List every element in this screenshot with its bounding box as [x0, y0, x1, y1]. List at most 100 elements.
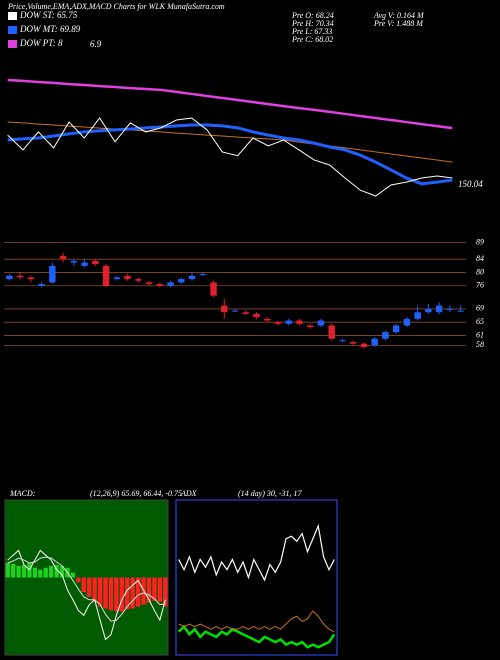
histogram-bar	[32, 567, 38, 578]
histogram-bar	[16, 565, 21, 578]
candle-body	[188, 275, 196, 280]
histogram-bar	[135, 577, 141, 607]
candle-body	[296, 320, 303, 324]
line-series	[178, 523, 335, 582]
legend-swatch	[8, 12, 17, 20]
y-tick-label: 69	[476, 304, 484, 313]
histogram-bar	[76, 577, 81, 583]
candle-body	[425, 308, 432, 313]
candle-body	[210, 282, 217, 296]
y-tick-label: 61	[476, 330, 484, 339]
histogram-bar	[5, 562, 10, 578]
panel-subtitle: (12,26,9) 65.69, 66.44, -0.75	[90, 489, 182, 498]
candle-body	[242, 312, 249, 314]
line-series	[7, 117, 453, 197]
candle-body	[59, 255, 67, 260]
candle-body	[178, 279, 185, 283]
candle-body	[328, 325, 335, 339]
candle-body	[414, 312, 421, 319]
candle-body	[135, 279, 142, 281]
y-tick-label: 89	[476, 237, 484, 246]
histogram-bar	[10, 563, 16, 578]
y-tick-label: 76	[476, 281, 484, 290]
candle-body	[371, 338, 378, 346]
histogram-bar	[49, 565, 54, 578]
candle-body	[167, 282, 174, 286]
candle-body	[199, 274, 206, 276]
candle-body	[392, 325, 400, 333]
histogram-bar	[70, 572, 76, 578]
candle-body	[102, 265, 110, 286]
stat: Avg V: 0.164 M	[373, 11, 425, 20]
panel	[175, 499, 338, 656]
y-tick-label: 84	[476, 254, 484, 263]
candle-body	[70, 260, 78, 263]
candle-body	[156, 284, 164, 286]
histogram-bar	[130, 577, 135, 609]
histogram-bar	[108, 577, 114, 611]
panel-subtitle: (14 day) 30, -31, 17	[238, 489, 303, 498]
candle-body	[113, 277, 121, 280]
histogram-bar	[21, 564, 27, 578]
candle-body	[145, 282, 153, 285]
candle-body	[382, 332, 389, 339]
candle-body	[457, 310, 464, 312]
candle-body	[38, 284, 45, 286]
histogram-bar	[152, 577, 157, 601]
candle-body	[221, 305, 228, 313]
histogram-bar	[87, 577, 92, 597]
candle-body	[16, 275, 24, 278]
y-tick-label: 58	[476, 340, 484, 349]
stat: Pre O: 68.24	[291, 11, 334, 20]
candle-body	[49, 265, 56, 283]
line-series	[177, 624, 336, 649]
panel-title: MACD:	[9, 489, 36, 498]
candle-body	[435, 305, 443, 313]
candle-body	[81, 262, 88, 266]
histogram-bar	[157, 577, 163, 602]
histogram-bar	[114, 577, 119, 612]
histogram-bar	[103, 577, 108, 609]
histogram-bar	[146, 577, 152, 603]
line-series	[7, 556, 166, 622]
candle-body	[349, 342, 357, 344]
histogram-bar	[43, 567, 48, 578]
candle-body	[253, 313, 260, 318]
legend-label: DOW MT: 69.89	[19, 24, 81, 34]
candle-body	[285, 320, 292, 324]
candle-body	[6, 275, 13, 280]
y-tick-label: 80	[476, 267, 484, 276]
candle-body	[264, 318, 271, 321]
y-tick-label: 65	[476, 317, 484, 326]
histogram-bar	[97, 577, 103, 607]
legend-extra: 6.9	[90, 39, 102, 49]
candle-body	[274, 322, 282, 324]
stat: Pre V: 1.488 M	[373, 19, 424, 28]
legend-label: DOW PT: 8	[19, 38, 63, 48]
candle-body	[317, 320, 325, 326]
histogram-bar	[81, 577, 86, 593]
annotation: 150.04	[458, 179, 483, 189]
histogram-bar	[163, 577, 168, 607]
candle-body	[403, 318, 411, 326]
title: Price,Volume,EMA,ADX,MACD Charts for WLK…	[7, 2, 225, 11]
histogram-bar	[59, 565, 65, 578]
histogram-bar	[125, 577, 130, 610]
line-series	[7, 121, 453, 163]
candle-body	[306, 325, 314, 328]
candle-body	[92, 260, 99, 265]
legend-swatch	[8, 40, 17, 48]
legend-swatch	[8, 26, 17, 34]
panel	[4, 499, 169, 656]
histogram-bar	[54, 564, 59, 578]
stat: Pre C: 68.02	[291, 35, 333, 44]
stat: Pre H: 70.34	[291, 19, 334, 28]
legend-label: DOW ST: 65.75	[19, 10, 78, 20]
histogram-bar	[92, 577, 97, 602]
candle-body	[124, 275, 131, 280]
line-series	[7, 78, 453, 130]
histogram-bar	[38, 569, 43, 578]
stat: Pre L: 67.33	[291, 27, 332, 36]
